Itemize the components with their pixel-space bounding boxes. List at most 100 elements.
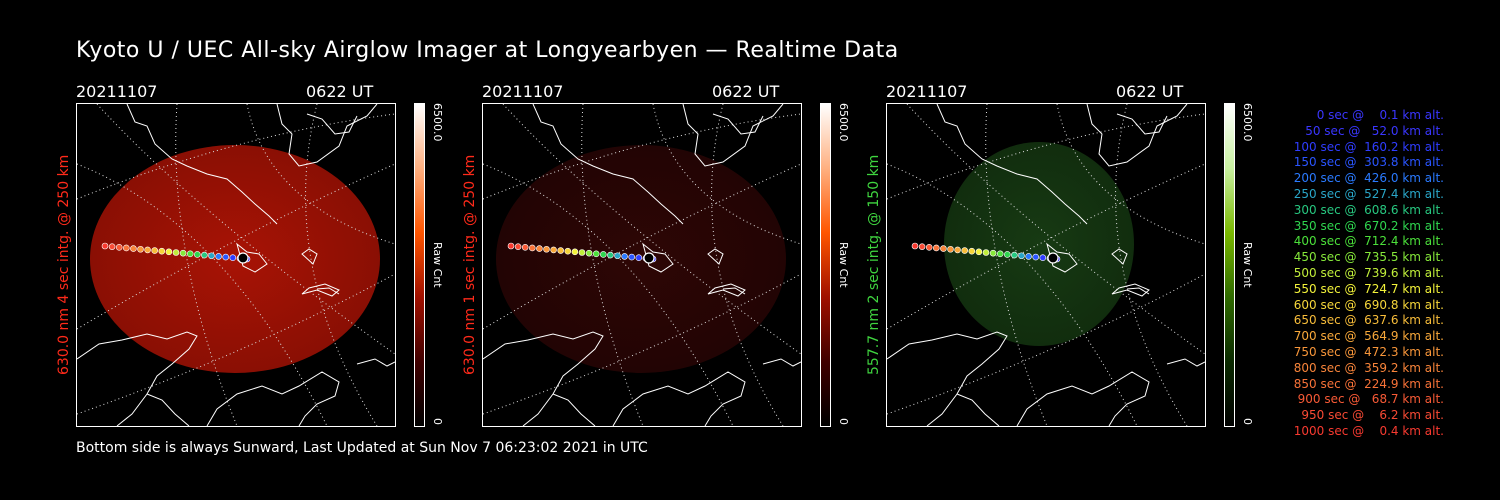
panel-1-wavelength-label: 630.0 nm 4 sec intg. @ 250 km [56, 154, 72, 375]
trajectory-point [208, 252, 215, 260]
trajectory-point [144, 246, 151, 254]
panel-3-allsky-image [886, 103, 1206, 427]
panel-2-wavelength-label: 630.0 nm 1 sec intg. @ 250 km [462, 154, 478, 375]
footer-status: Bottom side is always Sunward, Last Upda… [76, 440, 648, 456]
trajectory-point [151, 247, 158, 254]
panel-2-colorbar-max: 6500.0 [837, 103, 850, 142]
panel-3-colorbar-min: 0 [1241, 418, 1254, 425]
trajectory-point [158, 247, 166, 255]
trajectory-point [578, 249, 586, 256]
panel-2-colorbar-min: 0 [837, 418, 850, 425]
panel-3-colorbar-unit: Raw Cnt [1241, 242, 1254, 288]
trajectory-point [550, 246, 557, 254]
panel-1-date: 20211107 [76, 82, 158, 101]
panel-3-colorbar-max: 6500.0 [1241, 103, 1254, 142]
trajectory-point [1039, 254, 1047, 261]
trajectory-point [222, 253, 229, 261]
legend-row: 550 sec @ 724.7 km alt. [1293, 281, 1444, 296]
trajectory-point [925, 244, 933, 251]
trajectory-point [592, 250, 600, 258]
legend-row: 950 sec @ 6.2 km alt. [1301, 408, 1444, 423]
trajectory-point [186, 250, 194, 258]
panel-1-colorbar-max: 6500.0 [431, 103, 444, 142]
legend-row: 300 sec @ 608.6 km alt. [1293, 202, 1444, 217]
trajectory-point [1011, 251, 1018, 259]
legend-row: 200 sec @ 426.0 km alt. [1293, 171, 1444, 186]
observatory-marker [1047, 252, 1059, 264]
trajectory-point [165, 248, 173, 256]
trajectory-point [585, 249, 593, 257]
trajectory-point [229, 254, 237, 261]
trajectory-point [1025, 253, 1032, 260]
panel-3-colorbar [1224, 103, 1235, 427]
trajectory-point [543, 245, 550, 253]
trajectory-point [108, 243, 116, 250]
trajectory-point [137, 245, 144, 253]
trajectory-point [179, 249, 187, 257]
trajectory-point [989, 249, 997, 257]
legend-row: 1000 sec @ 0.4 km alt. [1293, 423, 1444, 438]
trajectory-point [600, 251, 607, 258]
legend-row: 600 sec @ 690.8 km alt. [1293, 297, 1444, 312]
page-title: Kyoto U / UEC All-sky Airglow Imager at … [76, 38, 899, 63]
panel-2-colorbar-unit: Raw Cnt [837, 242, 850, 288]
trajectory-point [932, 244, 940, 252]
trajectory-point [194, 251, 201, 258]
legend-row: 400 sec @ 712.4 km alt. [1293, 234, 1444, 249]
panel-1-allsky-image [76, 103, 396, 427]
legend-row: 900 sec @ 68.7 km alt. [1297, 392, 1444, 407]
trajectory-point [536, 245, 543, 252]
panel-1-time: 0622 UT [306, 82, 374, 101]
legend-row: 500 sec @ 739.6 km alt. [1293, 265, 1444, 280]
trajectory-point [911, 242, 919, 250]
trajectory-point [507, 242, 515, 250]
legend-row: 850 sec @ 224.9 km alt. [1293, 376, 1444, 391]
trajectory-point [564, 247, 572, 255]
trajectory-point [557, 247, 564, 254]
legend-row: 650 sec @ 637.6 km alt. [1293, 313, 1444, 328]
trajectory-point [201, 251, 208, 259]
trajectory-point [1004, 251, 1011, 258]
trajectory-point [614, 252, 621, 260]
trajectory-point [514, 243, 522, 250]
trajectory-point [528, 244, 536, 252]
trajectory-point [607, 251, 614, 259]
trajectory-point [947, 245, 954, 253]
legend-row: 50 sec @ 52.0 km alt. [1305, 123, 1444, 138]
legend-row: 800 sec @ 359.2 km alt. [1293, 360, 1444, 375]
legend-row: 700 sec @ 564.9 km alt. [1293, 329, 1444, 344]
trajectory-point [521, 244, 529, 251]
observatory-marker [237, 252, 249, 264]
legend-row: 250 sec @ 527.4 km alt. [1293, 186, 1444, 201]
observatory-marker [643, 252, 655, 264]
legend-row: 0 sec @ 0.1 km alt. [1316, 108, 1444, 122]
trajectory-point [968, 247, 976, 255]
trajectory-point [130, 245, 137, 252]
panel-2-allsky-image [482, 103, 802, 427]
trajectory-point [996, 250, 1004, 258]
panel-1-colorbar [414, 103, 425, 427]
panel-1-colorbar-min: 0 [431, 418, 444, 425]
legend-row: 750 sec @ 472.3 km alt. [1293, 344, 1444, 359]
legend-row: 350 sec @ 670.2 km alt. [1293, 218, 1444, 233]
airglow-disk [944, 142, 1134, 346]
panel-1-colorbar-unit: Raw Cnt [431, 242, 444, 288]
trajectory-altitude-legend: 0 sec @ 0.1 km alt. 50 sec @ 52.0 km alt.… [1258, 108, 1444, 440]
panel-3-time: 0622 UT [1116, 82, 1184, 101]
legend-row: 100 sec @ 160.2 km alt. [1293, 139, 1444, 154]
trajectory-point [101, 242, 109, 250]
trajectory-point [961, 247, 968, 254]
trajectory-point [954, 246, 961, 254]
trajectory-point [982, 249, 990, 256]
trajectory-point [122, 244, 130, 252]
trajectory-point [172, 249, 180, 256]
trajectory-point [635, 254, 643, 261]
panel-2-date: 20211107 [482, 82, 564, 101]
panel-3-wavelength-label: 557.7 nm 2 sec intg. @ 150 km [866, 154, 882, 375]
trajectory-point [621, 253, 628, 260]
trajectory-point [571, 248, 579, 256]
panel-2-colorbar [820, 103, 831, 427]
legend-row: 450 sec @ 735.5 km alt. [1293, 250, 1444, 265]
trajectory-point [918, 243, 926, 250]
trajectory-point [628, 253, 635, 261]
